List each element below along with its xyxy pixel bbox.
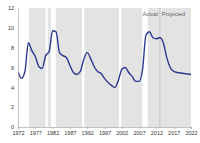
tick: 4 bbox=[11, 85, 18, 91]
tick: 2012 bbox=[151, 127, 163, 136]
tick: 6 bbox=[11, 65, 18, 71]
tick-label: 2002 bbox=[116, 130, 128, 136]
tick-mark bbox=[53, 127, 54, 129]
projection-divider bbox=[159, 8, 160, 127]
tick-label: 8 bbox=[11, 45, 14, 51]
tick-mark bbox=[122, 127, 123, 129]
tick-label: 0 bbox=[11, 124, 14, 130]
tick: 1997 bbox=[99, 127, 111, 136]
tick-mark bbox=[139, 127, 140, 129]
tick: 0 bbox=[11, 124, 18, 130]
tick: 2022 bbox=[185, 127, 197, 136]
tick-label: 2 bbox=[11, 104, 14, 110]
plot: 1972197719821987199219972002200720122017… bbox=[8, 5, 198, 136]
tick-label: 2012 bbox=[151, 130, 163, 136]
tick-label: 1977 bbox=[30, 130, 42, 136]
axis-line bbox=[19, 128, 192, 130]
annotation: Projected bbox=[162, 11, 185, 17]
tick: 12 bbox=[8, 5, 18, 11]
annotation: Actual bbox=[143, 11, 158, 17]
tick-label: 1972 bbox=[12, 130, 24, 136]
tick-label: 4 bbox=[11, 85, 14, 91]
plot-area bbox=[18, 8, 191, 127]
tick-mark bbox=[174, 127, 175, 129]
tick: 1972 bbox=[12, 127, 24, 136]
shaded-period bbox=[84, 8, 119, 127]
tick-mark bbox=[156, 127, 157, 129]
shaded-period bbox=[56, 8, 82, 127]
tick-mark bbox=[191, 127, 192, 129]
shaded-period bbox=[48, 8, 51, 127]
tick-label: 10 bbox=[8, 25, 14, 31]
tick: 2007 bbox=[133, 127, 145, 136]
tick-label: 6 bbox=[11, 65, 14, 71]
tick-label: 2007 bbox=[133, 130, 145, 136]
y-axis: 0 2 4 6 8 10 12 bbox=[8, 5, 19, 130]
tick-label: 1997 bbox=[99, 130, 111, 136]
tick: 1992 bbox=[82, 127, 94, 136]
tick: 2017 bbox=[168, 127, 180, 136]
tick: 8 bbox=[11, 45, 18, 51]
axis-line bbox=[18, 9, 19, 128]
x-axis: 1972 1977 1982 1987 1992 1997 2002 2007 2012 2017… bbox=[12, 127, 197, 136]
tick: 1987 bbox=[64, 127, 76, 136]
tick: 10 bbox=[8, 25, 18, 31]
tick-label: 1992 bbox=[82, 130, 94, 136]
tick-mark bbox=[35, 127, 36, 129]
tick: 2 bbox=[11, 104, 18, 110]
tick-label: 1987 bbox=[64, 130, 76, 136]
tick-label: 2022 bbox=[185, 130, 197, 136]
tick: 2002 bbox=[116, 127, 128, 136]
tick: 1977 bbox=[30, 127, 42, 136]
tick-mark bbox=[87, 127, 88, 129]
tick: 1982 bbox=[47, 127, 59, 136]
shaded-period bbox=[148, 8, 191, 127]
chart: 1972197719821987199219972002200720122017… bbox=[0, 0, 200, 143]
tick-label: 1982 bbox=[47, 130, 59, 136]
line-series bbox=[18, 31, 191, 88]
tick-label: 2017 bbox=[168, 130, 180, 136]
tick-mark bbox=[105, 127, 106, 129]
tick-label: 12 bbox=[8, 5, 14, 11]
tick-mark bbox=[70, 127, 71, 129]
